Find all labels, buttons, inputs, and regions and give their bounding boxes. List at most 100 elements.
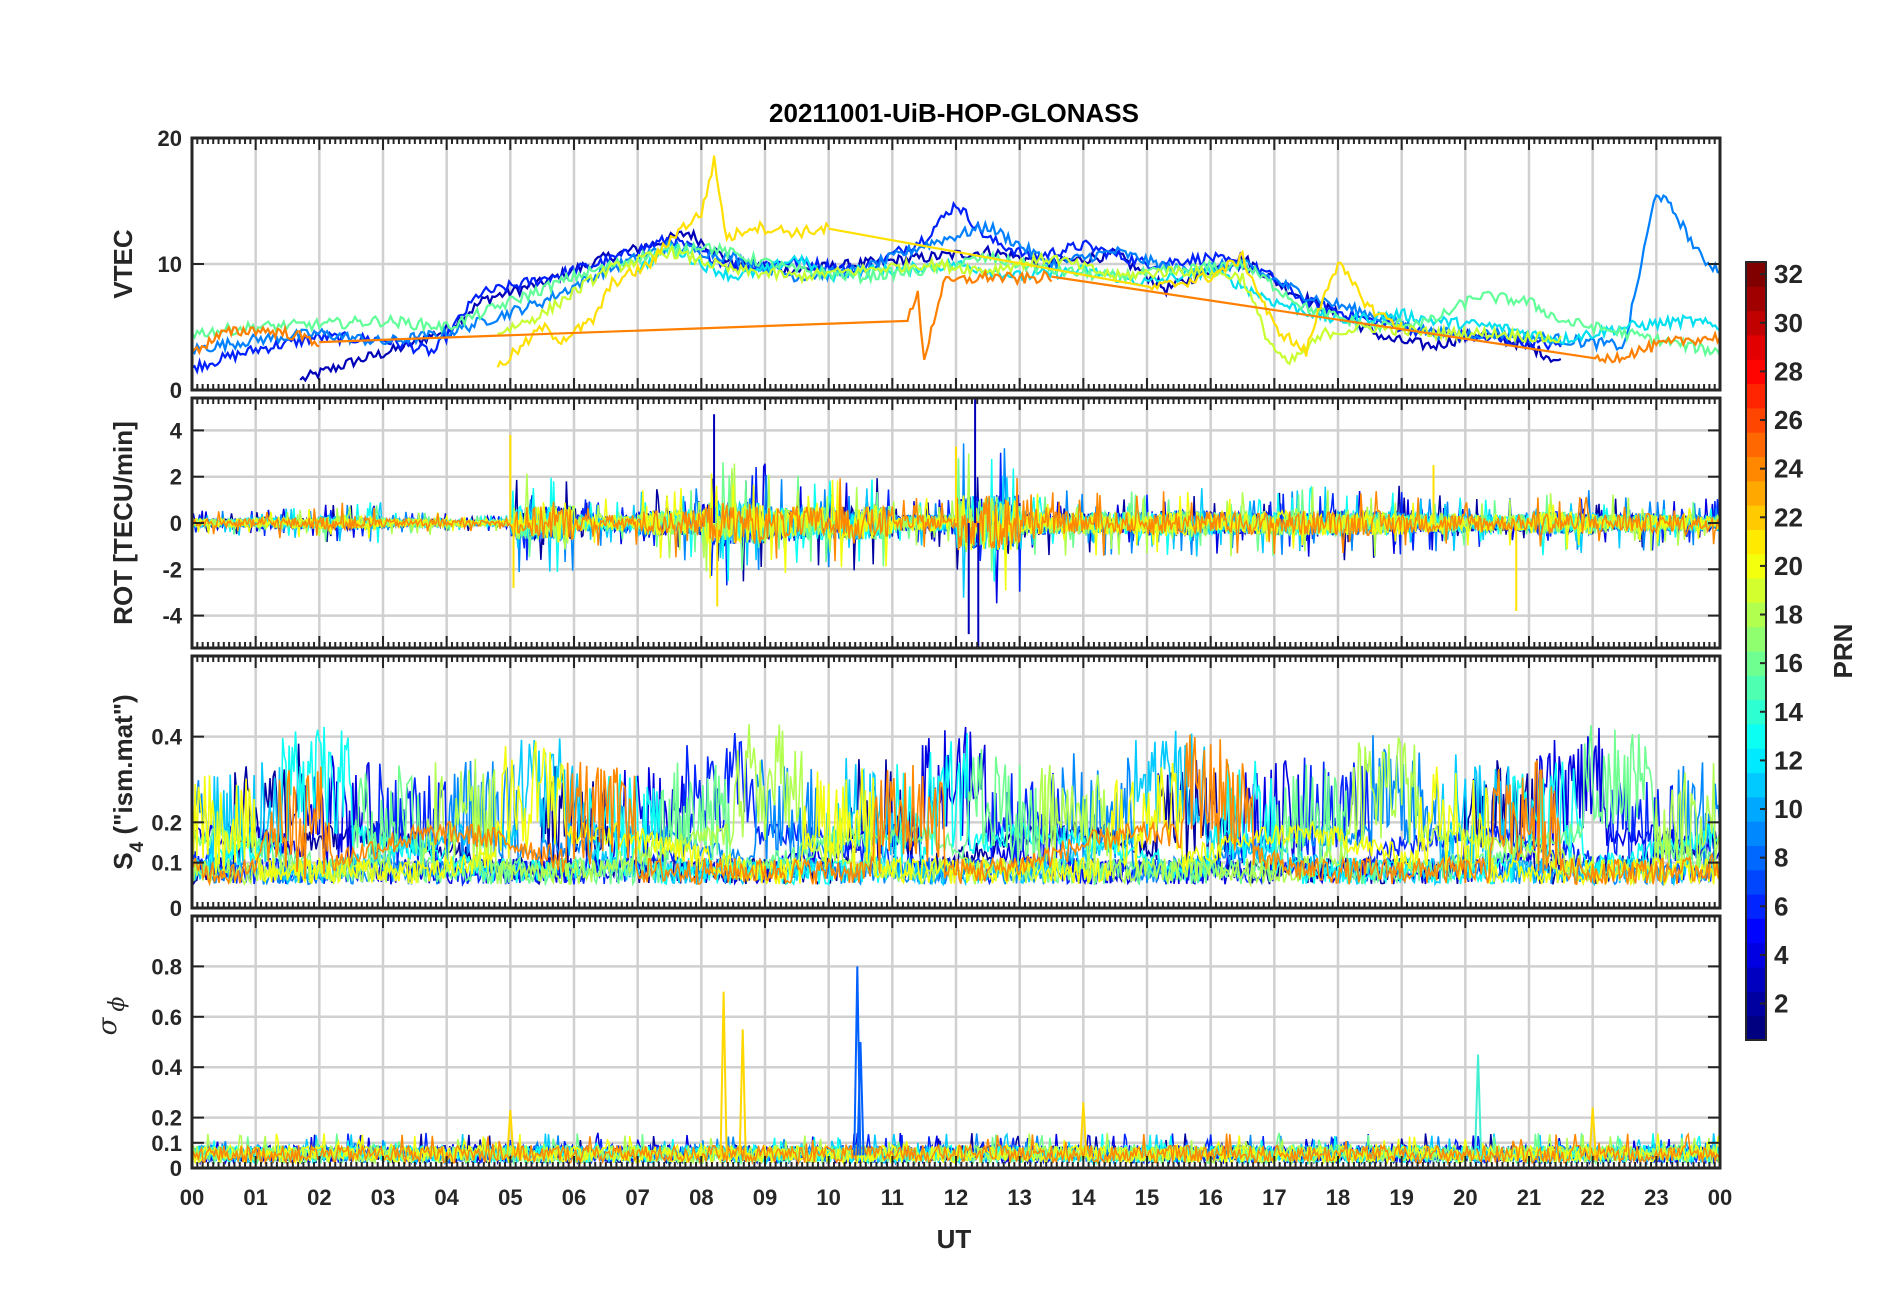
s4-y-tick-label: 0.2 bbox=[151, 810, 182, 835]
vtec-y-tick-labels: 0 10 20 bbox=[158, 126, 182, 403]
rot-y-tick-label: -4 bbox=[162, 604, 182, 629]
colorbar-swatch bbox=[1746, 845, 1766, 871]
colorbar-swatch bbox=[1746, 578, 1766, 603]
vtec-series-prn-20 bbox=[496, 155, 1403, 368]
s4-data bbox=[192, 724, 1720, 888]
sigma_phi-y-axis-label: σϕ bbox=[93, 997, 130, 1036]
sigma_phi-y-tick-label: 0.2 bbox=[151, 1106, 182, 1131]
x-tick-label: 10 bbox=[816, 1185, 840, 1210]
sigma-phi-panel: 00.10.2 0.4 0.6 0.8 σϕ bbox=[93, 914, 1722, 1181]
colorbar-frame bbox=[1745, 261, 1767, 1041]
colorbar-tick-label: 6 bbox=[1774, 891, 1788, 921]
colorbar-swatch bbox=[1746, 967, 1766, 992]
x-tick-label: 00 bbox=[1708, 1185, 1732, 1210]
sigma_phi-y-tick-label: 0.4 bbox=[151, 1055, 182, 1080]
colorbar-swatch bbox=[1746, 286, 1766, 312]
vtec-series-prn-13 bbox=[636, 239, 1720, 346]
colorbar-swatch bbox=[1746, 359, 1766, 385]
s4-y-tick-label: 0.4 bbox=[151, 725, 182, 750]
colorbar-swatch bbox=[1746, 505, 1766, 530]
x-tick-label: 08 bbox=[689, 1185, 713, 1210]
colorbar-swatch bbox=[1746, 894, 1766, 919]
colorbar-tick-label: 26 bbox=[1774, 405, 1803, 435]
colorbar-swatch bbox=[1746, 723, 1766, 749]
colorbar-tick-label: 4 bbox=[1774, 940, 1789, 970]
colorbar-swatch bbox=[1746, 310, 1766, 336]
sigma_phi-x-ticks bbox=[191, 916, 1721, 1169]
colorbar-swatch bbox=[1746, 675, 1766, 701]
x-tick-label: 01 bbox=[243, 1185, 267, 1210]
x-tick-label: 05 bbox=[498, 1185, 522, 1210]
x-tick-label: 07 bbox=[625, 1185, 649, 1210]
x-tick-label: 19 bbox=[1389, 1185, 1413, 1210]
colorbar-tick-label: 8 bbox=[1774, 843, 1788, 873]
rot-y-tick-labels: -4 -2 0 2 4 bbox=[162, 418, 182, 628]
colorbar-swatch bbox=[1746, 334, 1766, 360]
colorbar-tick-label: 12 bbox=[1774, 745, 1803, 775]
sigma-spike bbox=[1079, 1102, 1088, 1156]
colorbar-tick-label: 30 bbox=[1774, 308, 1803, 338]
x-tick-label: 03 bbox=[371, 1185, 395, 1210]
s4-x-ticks bbox=[191, 656, 1721, 909]
colorbar-tick-label: 10 bbox=[1774, 794, 1803, 824]
rot-y-tick-label: 0 bbox=[170, 511, 182, 536]
sigma_phi-y-tick-label: 0.1 bbox=[151, 1131, 182, 1156]
colorbar-tick-label: 18 bbox=[1774, 600, 1803, 630]
vtec-y-tick-label: 20 bbox=[158, 126, 182, 151]
colorbar-tick-label: 22 bbox=[1774, 502, 1803, 532]
colorbar-swatch bbox=[1746, 748, 1766, 774]
vtec-series-prn-24 bbox=[192, 268, 1720, 364]
x-tick-label: 23 bbox=[1644, 1185, 1668, 1210]
colorbar-swatch bbox=[1746, 432, 1766, 457]
colorbar-tick-label: 20 bbox=[1774, 551, 1803, 581]
s4-y-tick-label: 0 bbox=[170, 896, 182, 921]
x-tick-label: 04 bbox=[434, 1185, 459, 1210]
colorbar-tick-label: 28 bbox=[1774, 356, 1803, 386]
rot-y-axis-label: ROT [TECU/min] bbox=[108, 421, 138, 625]
colorbar-tick-label: 24 bbox=[1774, 454, 1803, 484]
s4-y-axis-label: S4 ("ism.mat") bbox=[108, 694, 148, 869]
colorbar-tick-label: 32 bbox=[1774, 259, 1803, 289]
vtec-series-prn-4 bbox=[192, 200, 1562, 375]
vtec-x-ticks bbox=[191, 137, 1721, 391]
x-tick-label: 13 bbox=[1007, 1185, 1031, 1210]
colorbar-swatch bbox=[1746, 383, 1766, 409]
sigma_phi-y-tick-label: 0.6 bbox=[151, 1005, 182, 1030]
sigma-spike bbox=[856, 1041, 865, 1156]
rot-y-tick-label: 4 bbox=[170, 418, 183, 443]
x-tick-label: 11 bbox=[881, 1185, 904, 1210]
rot-series-prn-24 bbox=[192, 477, 1720, 562]
x-axis-tick-labels: 00 01 02 03 04 05 06 07 08 09 10 11 12 13 14 15 16 17 18 19… bbox=[180, 1185, 1732, 1210]
colorbar-swatch bbox=[1746, 821, 1766, 846]
rot-data bbox=[192, 398, 1720, 648]
s4-y-tick-label: 0.1 bbox=[151, 851, 182, 876]
x-tick-label: 20 bbox=[1453, 1185, 1477, 1210]
x-axis-label: UT bbox=[937, 1224, 972, 1254]
x-tick-label: 09 bbox=[753, 1185, 777, 1210]
x-tick-label: 17 bbox=[1262, 1185, 1286, 1210]
rot-x-ticks bbox=[191, 398, 1721, 648]
s4-series-prn-24 bbox=[192, 734, 1720, 887]
vtec-y-tick-label: 10 bbox=[158, 252, 182, 277]
colorbar-swatch bbox=[1746, 456, 1766, 482]
colorbar-tick-label: 16 bbox=[1774, 648, 1803, 678]
s4-series-prn-20 bbox=[192, 740, 1720, 887]
colorbar-swatch bbox=[1746, 942, 1766, 968]
colorbar-label: PRN bbox=[1828, 624, 1858, 679]
rot-panel: -4 -2 0 2 4 ROT [TECU/min] bbox=[108, 396, 1722, 650]
sigma-spike bbox=[506, 1109, 515, 1156]
sigma-spike bbox=[1474, 1054, 1483, 1156]
vtec-series-prn-2 bbox=[299, 228, 1562, 383]
sigma-spike bbox=[738, 1029, 747, 1156]
vtec-series-prn-16 bbox=[192, 241, 1720, 358]
x-tick-label: 00 bbox=[180, 1185, 204, 1210]
colorbar-swatch bbox=[1746, 602, 1766, 628]
sigma_phi-y-tick-labels: 00.10.2 0.4 0.6 0.8 bbox=[151, 954, 182, 1181]
vtec-y-axis-label: VTEC bbox=[108, 229, 138, 299]
sigma_phi-y-tick-label: 0.8 bbox=[151, 954, 182, 979]
colorbar-tick-label: 14 bbox=[1774, 697, 1803, 727]
chart-title: 20211001-UiB-HOP-GLONASS bbox=[769, 98, 1139, 128]
colorbar-swatch bbox=[1746, 480, 1766, 506]
